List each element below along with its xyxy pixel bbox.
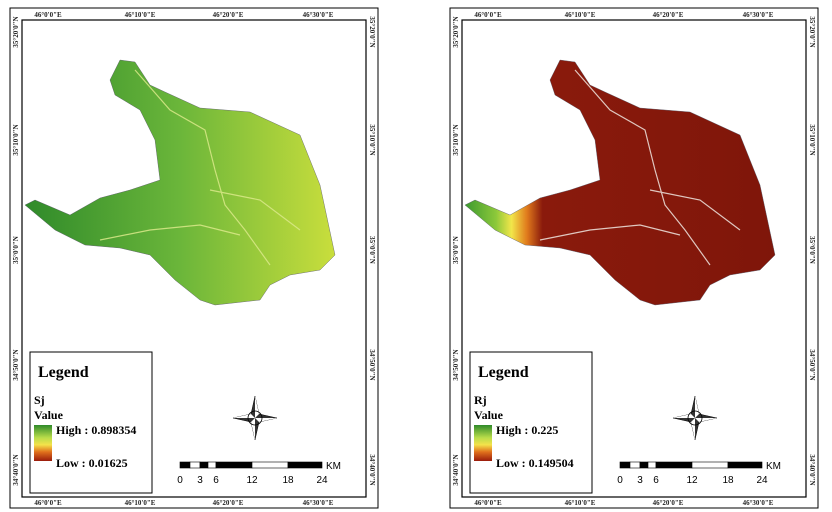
coord-label: 46°30'0"E <box>303 499 334 507</box>
coord-label: 46°10'0"E <box>565 499 596 507</box>
coord-label: 46°30'0"E <box>303 11 334 19</box>
study-area <box>465 60 775 305</box>
coord-label: 34°40'0"N <box>368 454 376 485</box>
scale-label: 18 <box>282 475 294 486</box>
scale-label: 6 <box>213 475 219 486</box>
scale-segment <box>656 462 692 468</box>
coord-label: 46°20'0"E <box>653 11 684 19</box>
study-area <box>25 60 335 305</box>
scale-label: 6 <box>653 475 659 486</box>
legend-layer: Rj <box>474 393 487 407</box>
legend-field: Value <box>474 408 504 422</box>
coord-label: 35°10'0"N <box>368 124 376 155</box>
coord-label: 35°20'0"N <box>452 16 460 47</box>
coord-label: 34°50'0"N <box>808 349 816 380</box>
scale-segment <box>728 462 762 468</box>
scale-segment <box>288 462 322 468</box>
scale-segment <box>692 462 728 468</box>
scale-segment <box>252 462 288 468</box>
scale-label: 0 <box>177 475 183 486</box>
scale-segment <box>180 462 190 468</box>
coord-label: 35°10'0"N <box>808 124 816 155</box>
coord-label: 34°40'0"N <box>12 454 20 485</box>
coord-label: 35°20'0"N <box>808 16 816 47</box>
legend-layer: Sj <box>34 393 45 407</box>
scale-label: 18 <box>722 475 734 486</box>
map-figure: 46°0'0"E 46°10'0"E 46°20'0"E 46°30'0"E 46°0'… <box>0 0 832 512</box>
coord-label: 46°20'0"E <box>213 499 244 507</box>
coord-label: 46°0'0"E <box>34 499 62 507</box>
legend-high: High : 0.898354 <box>56 423 136 437</box>
legend-low: Low : 0.149504 <box>496 456 574 470</box>
color-ramp <box>474 425 492 461</box>
coord-label: 46°20'0"E <box>653 499 684 507</box>
north-arrow <box>233 396 277 440</box>
coord-label: 34°50'0"N <box>12 349 20 380</box>
scale-segment <box>216 462 252 468</box>
scale-label: 12 <box>686 475 698 486</box>
coord-label: 35°0'0"N <box>368 236 376 264</box>
coord-label: 35°20'0"N <box>12 16 20 47</box>
coord-label: 35°20'0"N <box>368 16 376 47</box>
coord-label: 35°0'0"N <box>808 236 816 264</box>
coord-label: 46°30'0"E <box>743 11 774 19</box>
scale-label: 3 <box>197 475 203 486</box>
coord-label: 34°40'0"N <box>452 454 460 485</box>
scale-segment <box>630 462 640 468</box>
scale-segment <box>620 462 630 468</box>
map-panel: 46°0'0"E 46°10'0"E 46°20'0"E 46°30'0"E 46°0'… <box>450 8 818 508</box>
coord-label: 35°10'0"N <box>452 124 460 155</box>
coord-label: 34°50'0"N <box>368 349 376 380</box>
legend-high: High : 0.225 <box>496 423 558 437</box>
color-ramp <box>34 425 52 461</box>
legend-title: Legend <box>38 364 89 381</box>
map-panel: 46°0'0"E 46°10'0"E 46°20'0"E 46°30'0"E 46°0'… <box>10 8 378 508</box>
scale-segment <box>200 462 208 468</box>
coord-label: 46°10'0"E <box>125 499 156 507</box>
scale-segment <box>208 462 216 468</box>
legend-field: Value <box>34 408 64 422</box>
coord-label: 46°0'0"E <box>34 11 62 19</box>
coord-label: 35°0'0"N <box>452 236 460 264</box>
coord-label: 35°10'0"N <box>12 124 20 155</box>
scale-segment <box>640 462 648 468</box>
coord-label: 46°0'0"E <box>474 11 502 19</box>
coord-label: 35°0'0"N <box>12 236 20 264</box>
scale-unit: KM <box>326 461 341 472</box>
scale-unit: KM <box>766 461 781 472</box>
north-arrow <box>673 396 717 440</box>
scale-segment <box>648 462 656 468</box>
scale-label: 24 <box>316 475 328 486</box>
coord-label: 46°20'0"E <box>213 11 244 19</box>
coord-label: 34°40'0"N <box>808 454 816 485</box>
legend-low: Low : 0.01625 <box>56 456 128 470</box>
scale-label: 3 <box>637 475 643 486</box>
coord-label: 34°50'0"N <box>452 349 460 380</box>
coord-label: 46°10'0"E <box>565 11 596 19</box>
scale-label: 24 <box>756 475 768 486</box>
scale-segment <box>190 462 200 468</box>
scale-label: 0 <box>617 475 623 486</box>
coord-label: 46°0'0"E <box>474 499 502 507</box>
legend-title: Legend <box>478 364 529 381</box>
scale-label: 12 <box>246 475 258 486</box>
coord-label: 46°10'0"E <box>125 11 156 19</box>
coord-label: 46°30'0"E <box>743 499 774 507</box>
